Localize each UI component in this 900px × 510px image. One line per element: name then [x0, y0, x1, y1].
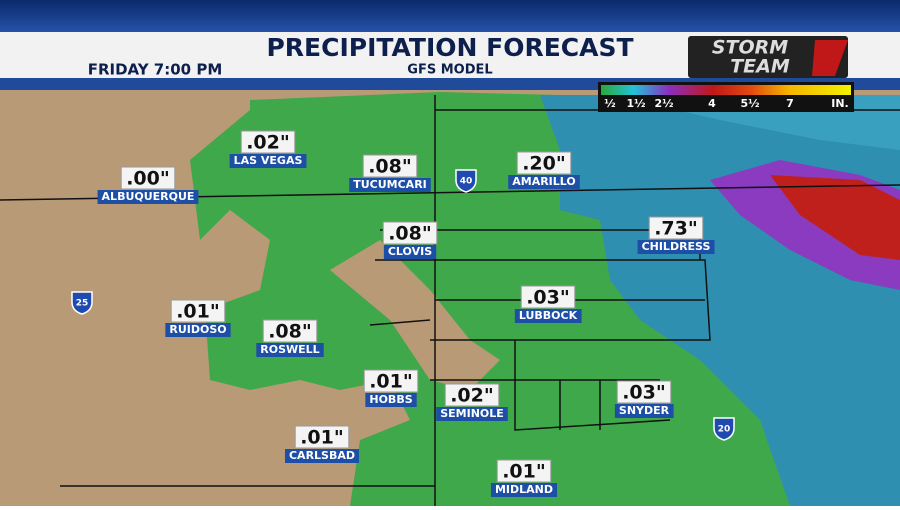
name-box	[229, 154, 307, 168]
city: .03"LUBBOCK	[514, 285, 582, 323]
logo-box	[688, 36, 848, 78]
city-amount: .01"	[300, 427, 344, 449]
city-name: CARLSBAD	[289, 449, 355, 462]
name-box	[365, 393, 417, 407]
name-box	[165, 323, 231, 337]
legend-label: IN.	[831, 97, 848, 110]
city-name: SEMINOLE	[440, 407, 504, 420]
city-name: CHILDRESS	[642, 240, 711, 253]
city: .01"RUIDOSO	[165, 299, 231, 337]
city: .03"SNYDER	[614, 380, 674, 418]
name-box	[256, 343, 324, 357]
title: PRECIPITATION FORECAST	[266, 33, 633, 62]
amount-box	[240, 130, 296, 154]
city-amount: .08"	[388, 223, 432, 245]
rain-heaviest	[770, 175, 900, 260]
city-name: LUBBOCK	[519, 309, 578, 322]
city: .01"MIDLAND	[490, 459, 558, 497]
name-box	[614, 404, 674, 418]
amount-box	[362, 154, 418, 178]
name-box	[383, 245, 437, 259]
city-amount: .01"	[502, 461, 546, 483]
legend-label: 5½	[740, 97, 759, 110]
legend-labels: ½ 1½ 2½ 4 5½ 7 IN.	[604, 97, 848, 110]
city: .01"CARLSBAD	[284, 425, 360, 463]
city-name: LAS VEGAS	[234, 154, 303, 167]
amount-box	[516, 151, 572, 175]
city-amount: .08"	[268, 321, 312, 343]
highway-shield	[713, 417, 735, 441]
city-amount: .01"	[176, 301, 220, 323]
name-box	[490, 483, 558, 497]
city-amount: .03"	[622, 382, 666, 404]
name-box	[514, 309, 582, 323]
city: .20"AMARILLO	[508, 151, 580, 189]
amount-box	[520, 285, 576, 309]
city-amount: .20"	[522, 153, 566, 175]
name-box	[436, 407, 508, 421]
city: .02"LAS VEGAS	[229, 130, 307, 168]
city-amount: .02"	[246, 132, 290, 154]
city: .08"ROSWELL	[256, 319, 324, 357]
highways: 40 25 20	[71, 169, 735, 441]
highway-number: 25	[76, 299, 89, 309]
city-name: HOBBS	[369, 393, 412, 406]
top-bar	[0, 0, 900, 32]
city-name: ROSWELL	[260, 343, 319, 356]
amount-box	[170, 299, 226, 323]
legend-scale	[601, 85, 851, 95]
name-box	[637, 240, 715, 254]
name-box	[284, 449, 360, 463]
amount-box	[648, 216, 704, 240]
amount-box	[382, 221, 438, 245]
amount-box	[444, 383, 500, 407]
highway-number: 20	[718, 425, 731, 435]
cities: .00"ALBUQUERQUE.02"LAS VEGAS .08"TUCUMCAR…	[97, 130, 715, 497]
logo-bolt	[812, 40, 848, 76]
city: .02"SEMINOLE	[436, 383, 508, 421]
name-box	[349, 178, 431, 192]
city: .73"CHILDRESS	[637, 216, 715, 254]
city: .00"ALBUQUERQUE	[97, 166, 199, 204]
city-name: ALBUQUERQUE	[102, 190, 195, 203]
legend-label: 4	[708, 97, 716, 110]
city-name: CLOVIS	[388, 245, 432, 258]
city-amount: .01"	[369, 371, 413, 393]
highway-shield	[71, 291, 93, 315]
amount-box	[616, 380, 672, 404]
city-name: RUIDOSO	[169, 323, 226, 336]
city-amount: .00"	[126, 168, 170, 190]
city-name: TUCUMCARI	[353, 178, 427, 191]
subtitle: GFS MODEL	[407, 63, 492, 78]
city: .08"TUCUMCARI	[349, 154, 431, 192]
city-amount: .03"	[526, 287, 570, 309]
highway-number: 40	[460, 177, 473, 187]
highway-shield	[455, 169, 477, 193]
name-box	[508, 175, 580, 189]
legend-label: 2½	[654, 97, 673, 110]
legend-label: 1½	[626, 97, 645, 110]
amount-box	[262, 319, 318, 343]
time: FRIDAY 7:00 PM	[88, 61, 223, 79]
city-name: AMARILLO	[512, 175, 576, 188]
logo-line: TEAM	[730, 56, 790, 78]
city: .08"CLOVIS	[382, 221, 438, 259]
city-amount: .08"	[368, 156, 412, 178]
legend-label: 7	[786, 97, 794, 110]
amount-box	[120, 166, 176, 190]
city-name: SNYDER	[619, 404, 670, 417]
amount-box	[496, 459, 552, 483]
name-box	[97, 190, 199, 204]
amount-box	[294, 425, 350, 449]
logo-line: STORM	[712, 37, 788, 59]
city-amount: .73"	[654, 218, 698, 240]
amount-box	[363, 369, 419, 393]
city: .01"HOBBS	[363, 369, 419, 407]
city-name: MIDLAND	[495, 483, 553, 496]
city-amount: .02"	[450, 385, 494, 407]
legend-label: ½	[604, 97, 615, 110]
